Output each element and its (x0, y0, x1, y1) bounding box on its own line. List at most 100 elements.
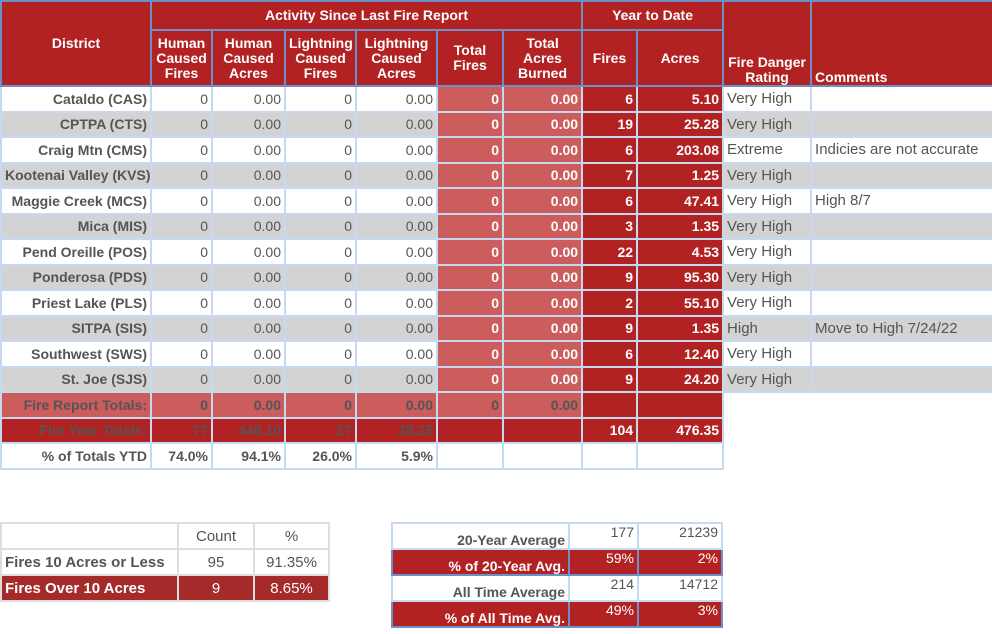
lightning-acres-cell: 0.00 (355, 340, 438, 368)
average-fires: 177 (568, 522, 639, 550)
comment-cell (810, 161, 992, 189)
row-label: Fires 10 Acres or Less (0, 548, 179, 576)
human-fires-cell: 0 (150, 314, 213, 342)
human-acres-cell: 0.00 (211, 85, 286, 113)
comment-cell: Move to High 7/24/22 (810, 314, 992, 342)
ytd-fires-cell: 6 (581, 340, 639, 368)
ytd-acres-cell: 1.35 (636, 212, 725, 240)
district-cell: Kootenai Valley (KVS) (0, 161, 152, 189)
human-acres-cell: 0.00 (211, 187, 286, 215)
total-cell: 476.35 (636, 416, 725, 444)
lightning-acres-cell: 0.00 (355, 136, 438, 164)
lightning-fires-cell: 0 (284, 110, 357, 138)
average-row: % of All Time Avg. 49% 3% (391, 600, 723, 628)
table-row: Maggie Creek (MCS) 0 0.00 0 0.00 0 0.00 6 47.41 V… (0, 187, 992, 215)
activity-header: Activity Since Last Fire Report (149, 0, 584, 31)
average-acres: 14712 (637, 574, 723, 602)
total-fires-cell: 0 (436, 161, 504, 189)
total-fires-cell: 0 (436, 136, 504, 164)
human-acres-cell: 0.00 (211, 340, 286, 368)
pct-cell: 74.0% (150, 442, 213, 470)
ytd-acres-cell: 24.20 (636, 365, 725, 393)
lightning-acres-cell: 0.00 (355, 212, 438, 240)
empty-cell (811, 417, 992, 443)
ytd-fires-cell: 22 (581, 238, 639, 266)
total-cell: 0 (150, 391, 213, 419)
rating-cell: Very High (722, 212, 813, 240)
average-label: % of 20-Year Avg. (391, 548, 570, 576)
fire-activity-table: District Activity Since Last Fire Report… (0, 0, 992, 470)
district-cell: SITPA (SIS) (0, 314, 152, 342)
empty-cell (723, 443, 812, 469)
pct-header: % (253, 522, 330, 550)
district-cell: St. Joe (SJS) (0, 365, 152, 393)
lightning-fires-cell: 0 (284, 187, 357, 215)
fire-report-totals-row: Fire Report Totals: 0 0.00 0 0.00 0 0.00 (0, 391, 992, 419)
human-fires-cell: 0 (150, 187, 213, 215)
human-fires-cell: 0 (150, 263, 213, 291)
total-acres-cell: 0.00 (501, 212, 584, 240)
district-cell: Maggie Creek (MCS) (0, 187, 152, 215)
total-acres-cell: 0.00 (501, 136, 584, 164)
pct-totals-row: % of Totals YTD 74.0% 94.1% 26.0% 5.9% (0, 442, 992, 470)
table-row: St. Joe (SJS) 0 0.00 0 0.00 0 0.00 9 24.20 Very H… (0, 365, 992, 393)
total-acres-cell: 0.00 (501, 85, 584, 113)
human-acres-cell: 0.00 (211, 238, 286, 266)
human-acres-cell: 0.00 (211, 314, 286, 342)
empty-cell (636, 442, 725, 470)
empty-cell (723, 417, 812, 443)
human-fires-cell: 0 (150, 289, 213, 317)
count-cell: 95 (177, 548, 255, 576)
table-row: Kootenai Valley (KVS) 0 0.00 0 0.00 0 0.00 7 1.2… (0, 161, 992, 189)
human-fires-cell: 0 (150, 365, 213, 393)
district-cell: Mica (MIS) (0, 212, 152, 240)
lightning-acres-cell: 0.00 (355, 161, 438, 189)
total-cell: 0.00 (211, 391, 286, 419)
lightning-acres-cell: 0.00 (355, 289, 438, 317)
pct-cell: 8.65% (253, 574, 330, 602)
row-label: Fires Over 10 Acres (0, 574, 179, 602)
total-cell: 0 (436, 391, 504, 419)
district-cell: Southwest (SWS) (0, 340, 152, 368)
table-row: Ponderosa (PDS) 0 0.00 0 0.00 0 0.00 9 95.30 Very… (0, 263, 992, 291)
rating-cell: Very High (722, 263, 813, 291)
lightning-fires-cell: 0 (284, 136, 357, 164)
rating-cell: Very High (722, 340, 813, 368)
comment-cell: Indicies are not accurate (810, 136, 992, 164)
average-row: All Time Average 214 14712 (391, 574, 723, 602)
ytd-fires-cell: 9 (581, 263, 639, 291)
human-acres-cell: 0.00 (211, 110, 286, 138)
lightning-acres-cell: 0.00 (355, 110, 438, 138)
total-cell: 104 (581, 416, 639, 444)
total-cell: 27 (284, 416, 357, 444)
lightning-acres-cell: 0.00 (355, 85, 438, 113)
ytd-header: Year to Date (581, 0, 725, 31)
empty-cell (436, 442, 504, 470)
human-fires-cell: 0 (150, 110, 213, 138)
table-row: Priest Lake (PLS) 0 0.00 0 0.00 0 0.00 2 55.10 Ve… (0, 289, 992, 317)
col-header: Total Fires (436, 29, 504, 87)
district-cell: Ponderosa (PDS) (0, 263, 152, 291)
ytd-acres-cell: 1.25 (636, 161, 725, 189)
ytd-fires-cell: 19 (581, 110, 639, 138)
total-acres-cell: 0.00 (501, 314, 584, 342)
comment-cell (810, 110, 992, 138)
table-row: CPTPA (CTS) 0 0.00 0 0.00 0 0.00 19 25.28 Very Hi… (0, 110, 992, 138)
table-row: Southwest (SWS) 0 0.00 0 0.00 0 0.00 6 12.40 Very… (0, 340, 992, 368)
district-cell: Priest Lake (PLS) (0, 289, 152, 317)
lightning-fires-cell: 0 (284, 85, 357, 113)
empty-cell (581, 442, 639, 470)
comment-cell (810, 263, 992, 291)
rating-cell: Extreme (722, 136, 813, 164)
comment-cell (810, 289, 992, 317)
rating-cell: Very High (722, 238, 813, 266)
total-cell: 448.10 (211, 416, 286, 444)
human-acres-cell: 0.00 (211, 365, 286, 393)
comment-cell (810, 85, 992, 113)
human-acres-cell: 0.00 (211, 289, 286, 317)
total-acres-cell: 0.00 (501, 263, 584, 291)
human-acres-cell: 0.00 (211, 212, 286, 240)
rating-cell: Very High (722, 110, 813, 138)
col-header: Total Acres Burned (501, 29, 584, 87)
count-cell: 9 (177, 574, 255, 602)
